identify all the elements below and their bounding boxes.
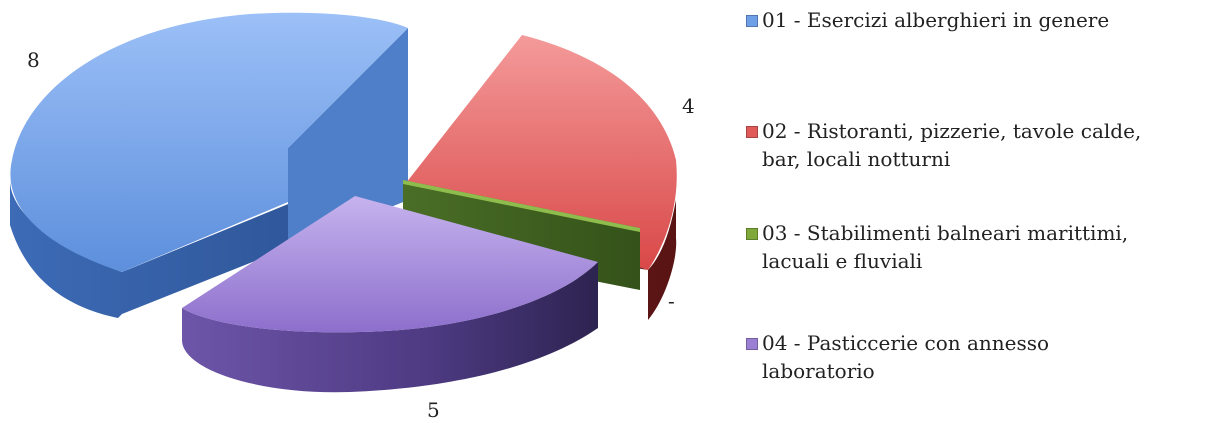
pie-slice-04-top (182, 196, 598, 333)
legend-label-03-line1: 03 - Stabilimenti balneari marittimi, (762, 221, 1129, 245)
legend-swatch-03 (746, 228, 758, 240)
pie-slice-04-side (182, 262, 598, 393)
legend-label-03-line2: lacuali e fluviali (762, 249, 923, 273)
legend-item-04: 04 - Pasticcerie con annesso laboratorio (746, 329, 1231, 385)
legend-item-01: 01 - Esercizi alberghieri in genere (746, 6, 1231, 34)
legend-item-03: 03 - Stabilimenti balneari marittimi, la… (746, 219, 1231, 275)
chart-legend: 01 - Esercizi alberghieri in genere 02 -… (746, 0, 1231, 423)
data-label-01: 8 (27, 48, 40, 72)
legend-swatch-01 (746, 15, 758, 27)
pie-slice-01-top (10, 12, 408, 273)
pie-slice-03-top (403, 180, 640, 232)
legend-item-02: 02 - Ristoranti, pizzerie, tavole calde,… (746, 117, 1231, 173)
data-label-04: 5 (427, 398, 440, 422)
legend-label-04-line1: 04 - Pasticcerie con annesso (762, 331, 1050, 355)
pie-slice-01 (10, 12, 408, 318)
pie-slice-04 (182, 196, 598, 393)
legend-label-01: 01 - Esercizi alberghieri in genere (762, 8, 1110, 32)
legend-label-04-line2: laboratorio (762, 359, 875, 383)
pie-chart-svg (10, 12, 677, 393)
legend-swatch-02 (746, 126, 758, 138)
data-label-02: 4 (682, 94, 695, 118)
legend-swatch-04 (746, 338, 758, 350)
legend-label-02-line2: bar, locali notturni (762, 147, 951, 171)
legend-label-02-line1: 02 - Ristoranti, pizzerie, tavole calde, (762, 119, 1142, 143)
pie-chart: 8 4 - 5 (10, 12, 695, 422)
pie-slice-01-side-right (288, 28, 408, 248)
data-label-03: - (668, 289, 675, 313)
pie-slice-02-top (406, 35, 677, 270)
